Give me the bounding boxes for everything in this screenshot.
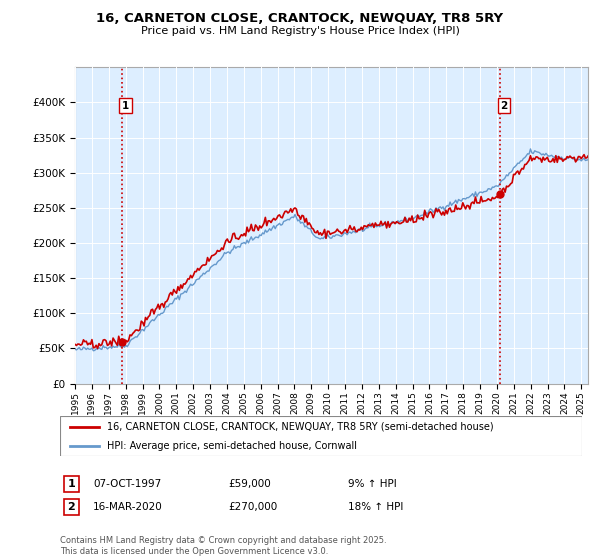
Text: 1: 1 [122, 101, 129, 111]
Text: 16, CARNETON CLOSE, CRANTOCK, NEWQUAY, TR8 5RY: 16, CARNETON CLOSE, CRANTOCK, NEWQUAY, T… [97, 12, 503, 25]
Text: 1: 1 [68, 479, 75, 489]
Text: Contains HM Land Registry data © Crown copyright and database right 2025.
This d: Contains HM Land Registry data © Crown c… [60, 536, 386, 556]
Text: 2: 2 [500, 101, 508, 111]
Text: £270,000: £270,000 [228, 502, 277, 512]
Text: HPI: Average price, semi-detached house, Cornwall: HPI: Average price, semi-detached house,… [107, 441, 357, 450]
Text: 9% ↑ HPI: 9% ↑ HPI [348, 479, 397, 489]
Text: 16-MAR-2020: 16-MAR-2020 [93, 502, 163, 512]
Text: 16, CARNETON CLOSE, CRANTOCK, NEWQUAY, TR8 5RY (semi-detached house): 16, CARNETON CLOSE, CRANTOCK, NEWQUAY, T… [107, 422, 494, 432]
Text: 18% ↑ HPI: 18% ↑ HPI [348, 502, 403, 512]
Text: 07-OCT-1997: 07-OCT-1997 [93, 479, 161, 489]
Text: £59,000: £59,000 [228, 479, 271, 489]
Text: 2: 2 [68, 502, 75, 512]
Text: Price paid vs. HM Land Registry's House Price Index (HPI): Price paid vs. HM Land Registry's House … [140, 26, 460, 36]
